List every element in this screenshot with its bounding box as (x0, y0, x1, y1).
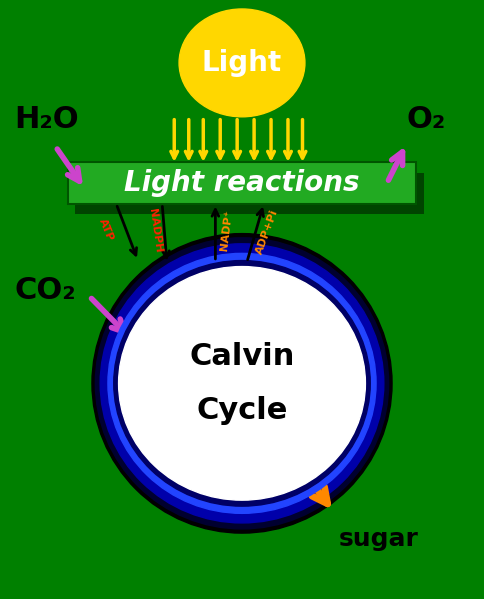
Text: ATP: ATP (97, 217, 116, 242)
Text: Light reactions: Light reactions (124, 169, 360, 196)
Ellipse shape (119, 267, 365, 500)
Text: CO₂: CO₂ (15, 276, 76, 305)
Text: sugar: sugar (339, 527, 419, 551)
Text: Light: Light (202, 49, 282, 77)
Text: Calvin: Calvin (189, 342, 295, 371)
Ellipse shape (95, 238, 389, 529)
Text: NADPH: NADPH (147, 208, 163, 253)
Ellipse shape (108, 253, 376, 513)
Text: O₂: O₂ (407, 105, 446, 134)
Text: NADP⁺: NADP⁺ (219, 210, 234, 252)
FancyBboxPatch shape (68, 162, 416, 204)
Ellipse shape (92, 234, 392, 533)
Ellipse shape (179, 9, 305, 117)
FancyBboxPatch shape (75, 173, 423, 214)
Text: Cycle: Cycle (197, 396, 287, 425)
Text: H₂O: H₂O (15, 105, 79, 134)
Ellipse shape (100, 244, 384, 523)
Text: ADP+Pi: ADP+Pi (255, 208, 280, 256)
Ellipse shape (114, 261, 370, 506)
